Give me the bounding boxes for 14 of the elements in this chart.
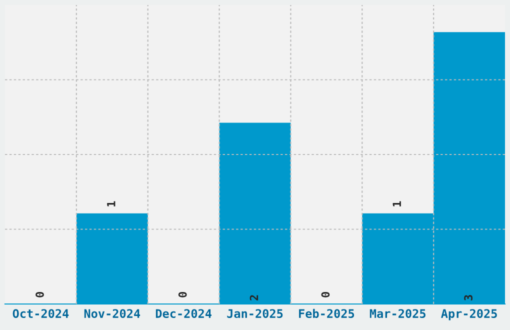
x-tick-label: Dec-2024	[156, 309, 212, 318]
data-label: 1	[107, 201, 116, 206]
data-label: 2	[250, 295, 258, 300]
x-tick-label: Feb-2025	[299, 308, 354, 318]
x-tick-label: Apr-2025	[441, 309, 497, 320]
data-label: 3	[464, 295, 473, 300]
x-tick-label: Oct-2024	[12, 309, 69, 318]
x-tick-label: Jan-2025	[227, 309, 283, 318]
x-tick-label: Mar-2025	[370, 309, 426, 318]
x-tick-label: Nov-2024	[84, 309, 140, 318]
data-label: 1	[392, 201, 401, 206]
data-label: 0	[321, 292, 330, 298]
data-label: 0	[178, 292, 187, 298]
data-label: 0	[36, 292, 44, 298]
